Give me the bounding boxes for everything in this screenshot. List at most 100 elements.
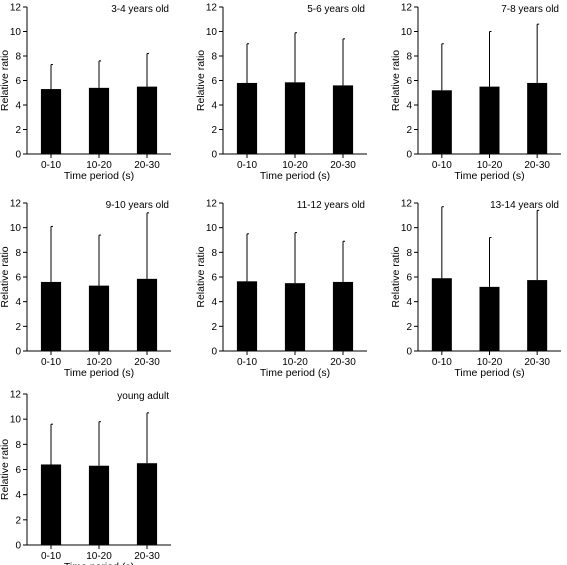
y-tick-label: 0 [406, 347, 412, 358]
x-tick-label: 20-30 [330, 357, 356, 368]
y-tick-label: 2 [406, 125, 412, 136]
bar [431, 278, 452, 351]
y-tick-label: 10 [10, 415, 22, 426]
y-tick-label: 2 [15, 322, 21, 333]
y-tick-label: 4 [15, 101, 21, 112]
y-axis-title: Relative ratio [0, 50, 11, 111]
y-tick-label: 2 [15, 515, 21, 526]
y-axis-title: Relative ratio [390, 246, 402, 307]
x-tick-label: 0-10 [41, 551, 61, 562]
x-tick-label: 20-30 [524, 357, 550, 368]
panel-title: 9-10 years old [106, 200, 169, 211]
y-tick-label: 10 [10, 27, 22, 38]
x-axis-title: Time period (s) [454, 170, 524, 182]
bar [236, 281, 258, 351]
y-tick-label: 12 [10, 3, 22, 14]
x-tick-label: 0-10 [41, 357, 61, 368]
bar [527, 82, 548, 154]
y-tick-label: 6 [211, 273, 217, 284]
x-tick-label: 0-10 [237, 357, 257, 368]
panel-title: 11-12 years old [297, 200, 365, 211]
y-tick-label: 10 [206, 223, 218, 234]
y-tick-label: 8 [15, 248, 21, 259]
bar [479, 286, 500, 351]
bar [40, 464, 62, 545]
y-tick-label: 2 [15, 125, 21, 136]
x-axis-title: Time period (s) [64, 561, 134, 565]
y-tick-label: 6 [406, 273, 412, 284]
y-tick-label: 4 [15, 490, 21, 501]
y-tick-label: 0 [211, 347, 217, 358]
bar [136, 86, 158, 154]
panel-title: 13-14 years old [490, 200, 559, 211]
bar [236, 82, 258, 154]
x-tick-label: 0-10 [237, 160, 257, 171]
x-axis-title: Time period (s) [260, 170, 330, 182]
y-tick-label: 6 [15, 465, 21, 476]
bar [332, 85, 354, 154]
bar [136, 278, 158, 351]
y-tick-label: 2 [211, 322, 217, 333]
x-axis-title: Time period (s) [64, 367, 134, 379]
x-axis-title: Time period (s) [454, 367, 524, 379]
x-tick-label: 10-20 [477, 160, 503, 171]
y-tick-label: 10 [401, 27, 413, 38]
y-axis-title: Relative ratio [0, 439, 11, 500]
x-tick-label: 20-30 [524, 160, 550, 171]
y-tick-label: 12 [206, 199, 218, 210]
y-tick-label: 12 [401, 3, 413, 14]
y-axis-title: Relative ratio [195, 246, 207, 307]
x-tick-label: 0-10 [432, 160, 452, 171]
y-tick-label: 0 [211, 150, 217, 161]
y-tick-label: 8 [211, 248, 217, 259]
x-tick-label: 20-30 [134, 160, 160, 171]
bar [479, 86, 500, 154]
y-tick-label: 4 [406, 101, 412, 112]
panel-title: 3-4 years old [111, 4, 169, 15]
bar [88, 465, 110, 545]
y-tick-label: 12 [206, 3, 218, 14]
bar [332, 281, 354, 351]
y-tick-label: 6 [15, 273, 21, 284]
bar [284, 82, 306, 154]
y-tick-label: 2 [406, 322, 412, 333]
x-tick-label: 10-20 [86, 551, 112, 562]
bar [431, 90, 452, 154]
x-tick-label: 10-20 [86, 160, 112, 171]
y-tick-label: 10 [401, 223, 413, 234]
y-axis-title: Relative ratio [390, 50, 402, 111]
y-tick-label: 8 [406, 248, 412, 259]
y-tick-label: 6 [15, 76, 21, 87]
bar [40, 89, 62, 154]
y-tick-label: 2 [211, 125, 217, 136]
y-tick-label: 12 [10, 390, 22, 401]
y-tick-label: 6 [406, 76, 412, 87]
y-tick-label: 4 [15, 297, 21, 308]
y-tick-label: 12 [401, 199, 413, 210]
x-tick-label: 10-20 [282, 357, 308, 368]
x-tick-label: 20-30 [134, 551, 160, 562]
y-tick-label: 0 [15, 347, 21, 358]
bar [40, 281, 62, 351]
y-tick-label: 10 [10, 223, 22, 234]
x-tick-label: 0-10 [41, 160, 61, 171]
x-tick-label: 20-30 [134, 357, 160, 368]
x-tick-label: 20-30 [330, 160, 356, 171]
x-tick-label: 10-20 [86, 357, 112, 368]
y-tick-label: 0 [15, 541, 21, 552]
y-tick-label: 8 [15, 52, 21, 63]
y-tick-label: 6 [211, 76, 217, 87]
x-tick-label: 10-20 [477, 357, 503, 368]
y-tick-label: 8 [15, 440, 21, 451]
y-tick-label: 10 [206, 27, 218, 38]
y-axis-title: Relative ratio [195, 50, 207, 111]
y-tick-label: 0 [15, 150, 21, 161]
bar [136, 463, 158, 545]
x-axis-title: Time period (s) [64, 170, 134, 182]
y-tick-label: 4 [211, 101, 217, 112]
